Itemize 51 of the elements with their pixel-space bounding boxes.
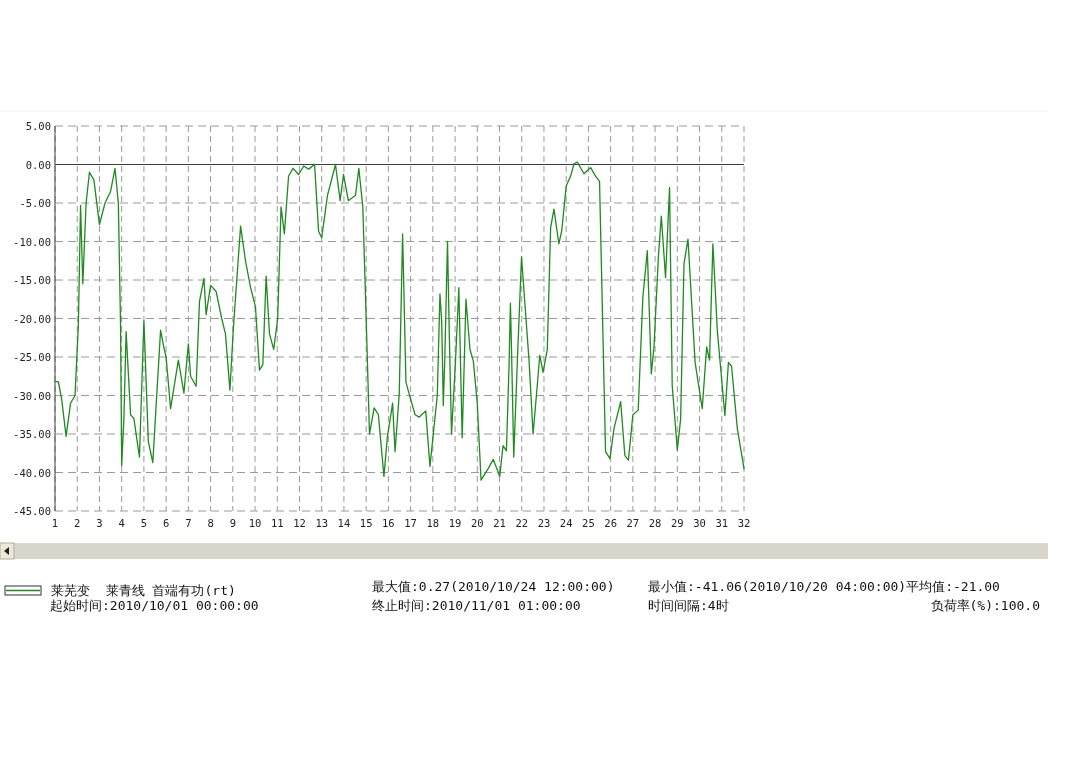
x-tick-label: 18 [426, 517, 440, 529]
y-tick-label: 0.00 [25, 158, 51, 171]
y-tick-label: -5.00 [19, 197, 51, 209]
legend-label: 莱芜变 莱青线 首端有功(rt) [51, 583, 236, 598]
y-tick-label: -15.00 [13, 274, 51, 286]
x-tick-label: 7 [185, 517, 192, 529]
text: 终止时间:2010/11/01 01:00:00 [372, 598, 581, 613]
x-tick-label: 16 [382, 517, 395, 529]
x-tick-label: 25 [582, 517, 595, 529]
x-tick-label: 6 [162, 517, 170, 529]
x-tick-label: 31 [715, 517, 729, 529]
y-tick-label: -25.00 [13, 351, 51, 363]
x-tick-label: 26 [604, 517, 617, 529]
x-tick-label: 30 [693, 517, 706, 529]
x-tick-label: 17 [404, 517, 417, 529]
text: 起始时间:2010/10/01 00:00:00 [50, 598, 259, 613]
x-tick-label: 22 [515, 517, 529, 529]
x-tick-label: 1 [51, 517, 59, 529]
x-tick-label: 20 [470, 517, 484, 529]
x-tick-label: 27 [626, 517, 640, 529]
x-tick-label: 28 [648, 517, 662, 529]
x-tick-label: 15 [359, 517, 373, 529]
x-tick-label: 11 [270, 517, 284, 529]
text: 时间间隔:4时 [648, 598, 729, 613]
y-tick-label: -45.00 [13, 505, 51, 517]
x-tick-label: 21 [493, 517, 506, 529]
x-tick-label: 13 [315, 517, 329, 529]
x-tick-label: 9 [229, 517, 236, 529]
x-tick-label: 3 [96, 517, 103, 529]
x-tick-label: 4 [118, 517, 125, 529]
y-tick-label: 5.00 [25, 120, 51, 132]
x-tick-label: 19 [448, 517, 462, 529]
x-tick-label: 24 [559, 517, 573, 529]
x-tick-label: 2 [74, 517, 81, 529]
y-tick-label: -10.00 [13, 235, 51, 248]
x-tick-label: 5 [140, 517, 148, 529]
y-tick-label: -20.00 [13, 312, 51, 325]
text: 负荷率(%):100.0 [930, 598, 1040, 613]
x-tick-label: 32 [737, 517, 751, 529]
y-tick-label: -40.00 [13, 466, 51, 479]
x-tick-label: 12 [293, 517, 306, 529]
x-tick-label: 10 [248, 517, 262, 529]
line-series [54, 161, 745, 481]
y-tick-label: -35.00 [13, 428, 51, 440]
x-tick-label: 8 [207, 517, 214, 529]
x-tick-label: 29 [670, 517, 684, 529]
x-tick-label: 14 [337, 517, 351, 529]
y-tick-label: -30.00 [13, 389, 51, 402]
x-tick-label: 23 [537, 517, 551, 529]
text: 最小值:-41.06(2010/10/20 04:00:00)平均值:-21.00 [648, 579, 1000, 594]
text: 最大值:0.27(2010/10/24 12:00:00) [372, 579, 615, 594]
